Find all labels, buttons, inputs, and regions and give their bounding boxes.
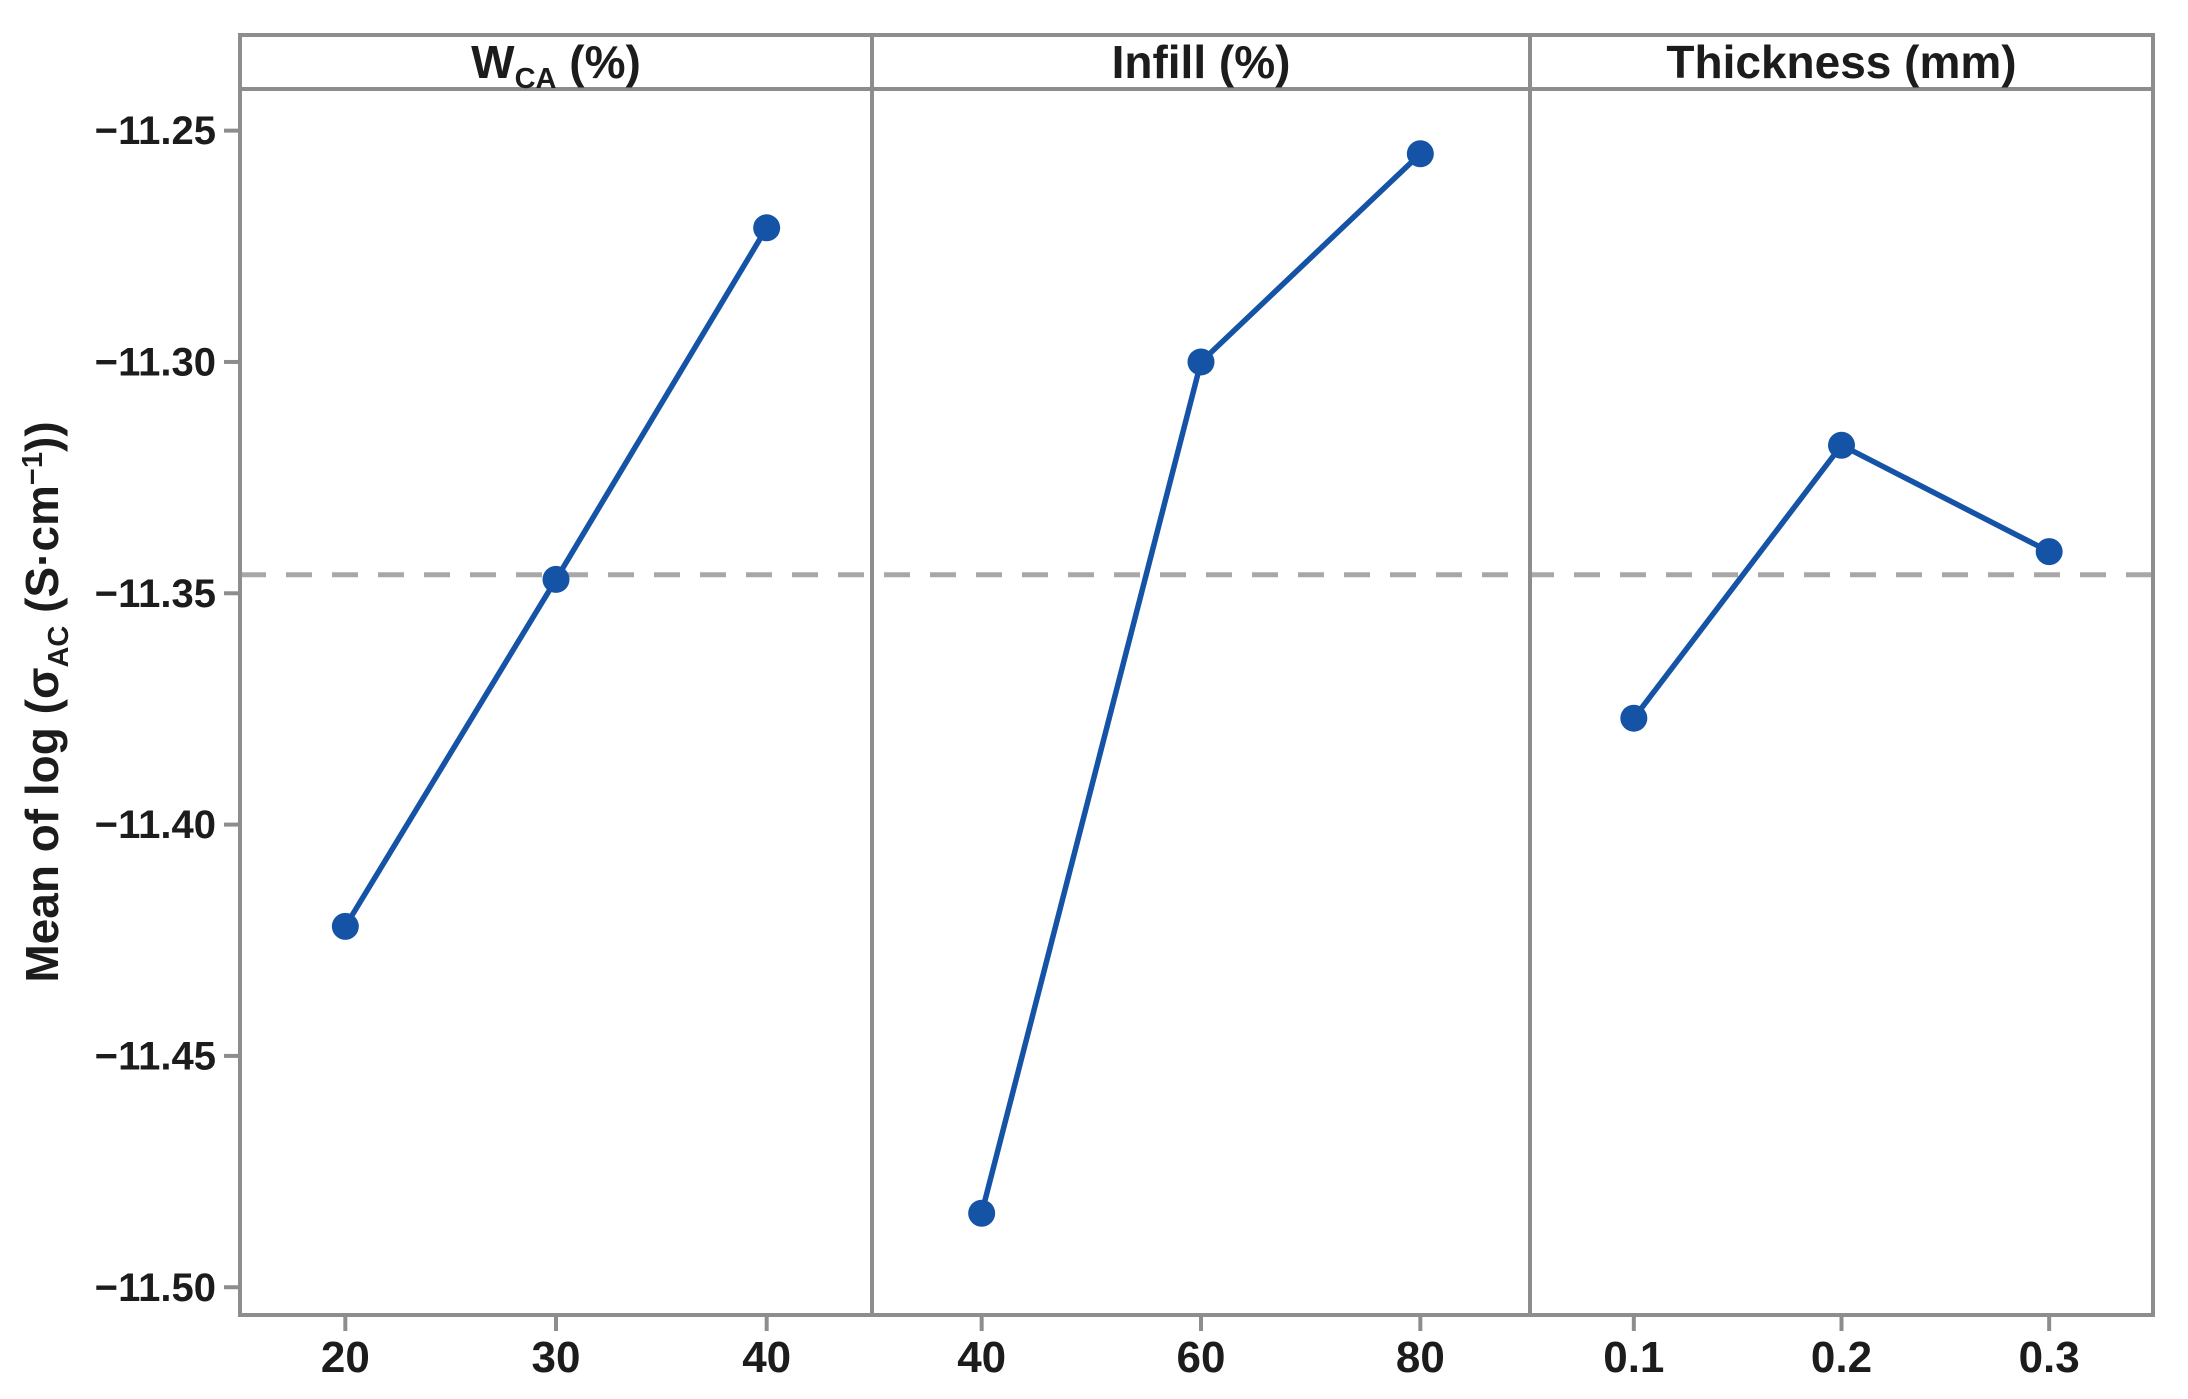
data-point (331, 912, 359, 940)
data-point (1828, 431, 1855, 459)
x-tick-label: 40 (957, 1333, 1006, 1382)
x-tick-label: 20 (321, 1333, 370, 1382)
data-point (2035, 538, 2063, 566)
y-tick-label: −11.45 (95, 1035, 216, 1079)
y-tick-label: −11.30 (95, 341, 216, 385)
x-tick-label: 40 (742, 1333, 791, 1382)
panel-title: WCA​ (%) (471, 36, 641, 95)
y-tick-label: −11.25 (95, 109, 216, 153)
data-point (968, 1199, 996, 1227)
data-point (542, 565, 570, 593)
y-axis-title: Mean of log (σAC​ (S·cm−1​)) (16, 421, 75, 982)
x-tick-label: 80 (1396, 1333, 1445, 1382)
data-point (753, 214, 781, 242)
data-point (1620, 704, 1648, 732)
x-tick-label: 0.3 (2019, 1333, 2080, 1382)
x-tick-label: 30 (532, 1333, 581, 1382)
panel-title: Thickness (mm) (1666, 36, 2016, 88)
y-tick-label: −11.50 (95, 1266, 216, 1310)
data-point (1406, 140, 1434, 168)
data-point (1187, 348, 1215, 376)
x-tick-label: 60 (1177, 1333, 1226, 1382)
y-tick-label: −11.35 (95, 572, 216, 616)
x-tick-label: 0.1 (1603, 1333, 1664, 1382)
y-tick-label: −11.40 (95, 803, 216, 847)
x-tick-label: 0.2 (1811, 1333, 1872, 1382)
panel-title: Infill (%) (1112, 36, 1291, 88)
